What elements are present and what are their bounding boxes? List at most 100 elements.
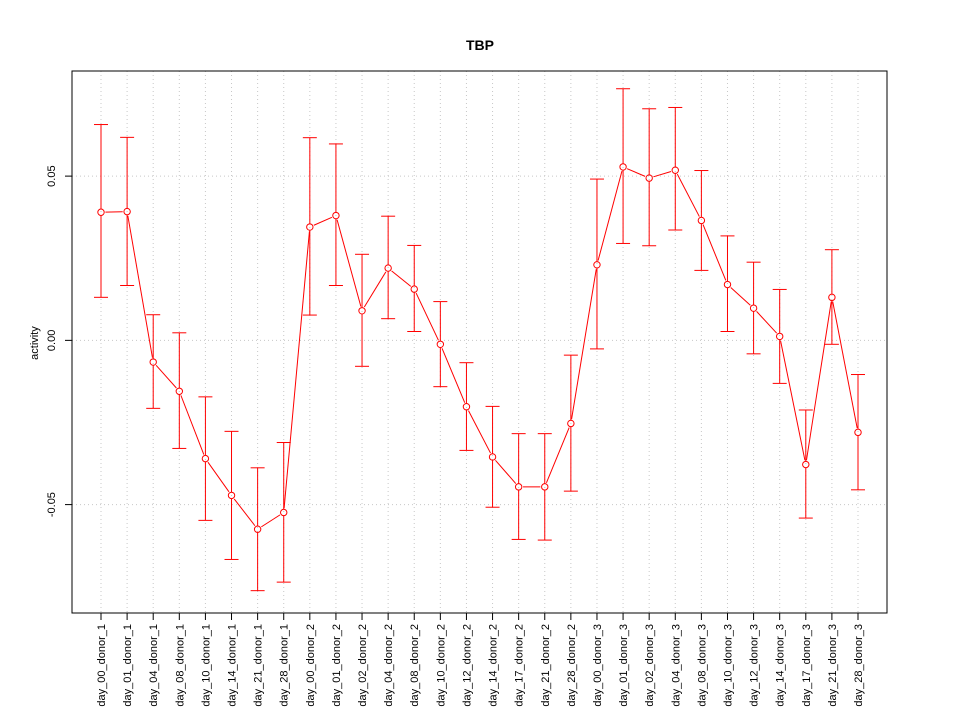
data-point xyxy=(227,491,236,500)
series-line-segment xyxy=(155,364,177,389)
x-tick-label: day_21_donor_3 xyxy=(827,624,839,707)
error-bar xyxy=(824,249,839,345)
series-line-segment xyxy=(676,173,700,217)
series-line-segment xyxy=(805,301,832,461)
data-point xyxy=(436,340,445,348)
error-bar xyxy=(459,362,474,451)
data-point xyxy=(697,216,706,225)
x-tick-label: day_00_donor_2 xyxy=(305,624,317,707)
error-bar xyxy=(407,244,422,332)
data-point xyxy=(854,428,862,437)
data-point xyxy=(541,483,549,491)
error-bar xyxy=(146,314,161,409)
error-bar xyxy=(94,124,108,298)
x-tick-label: day_04_donor_2 xyxy=(383,624,395,707)
error-bar xyxy=(250,467,265,592)
error-bar xyxy=(668,106,683,231)
data-point xyxy=(201,454,210,463)
x-tick-label: day_08_donor_2 xyxy=(409,624,421,707)
data-point xyxy=(514,483,523,491)
x-tick-label: day_08_donor_1 xyxy=(174,624,186,707)
error-bar xyxy=(746,261,761,355)
series-line-segment xyxy=(363,271,387,308)
x-tick-label: day_04_donor_3 xyxy=(670,624,682,707)
error-bar xyxy=(563,354,578,492)
error-bar xyxy=(642,108,657,247)
error-bar xyxy=(355,253,370,367)
error-bar xyxy=(381,215,396,320)
data-point xyxy=(723,280,732,289)
series-line-segment xyxy=(233,498,256,527)
error-bar xyxy=(720,235,735,332)
series-line-segment xyxy=(127,215,153,358)
series-line-segment xyxy=(653,170,672,178)
data-point xyxy=(306,223,314,231)
x-tick-label: day_04_donor_1 xyxy=(148,624,160,707)
x-tick-label: day_10_donor_1 xyxy=(200,624,212,707)
x-tick-label: day_01_donor_3 xyxy=(618,624,630,707)
series-line-segment xyxy=(313,216,333,226)
y-tick-label: 0.05 xyxy=(46,165,58,186)
error-bar xyxy=(798,409,813,519)
error-bar xyxy=(851,374,865,491)
x-tick-label: day_08_donor_3 xyxy=(696,624,708,707)
y-axis-label: activity xyxy=(29,326,41,360)
series-line-segment xyxy=(441,348,466,403)
data-point xyxy=(384,264,392,272)
x-tick-label: day_10_donor_2 xyxy=(435,624,447,707)
series-line-segment xyxy=(207,461,230,493)
x-tick-label: day_14_donor_2 xyxy=(488,624,500,707)
data-point xyxy=(802,460,810,469)
data-point xyxy=(149,358,157,366)
grid-lines xyxy=(72,71,887,613)
error-bar xyxy=(276,442,291,583)
y-tick-label: -0.05 xyxy=(46,492,58,517)
chart-title: TBP xyxy=(466,37,494,53)
error-bar xyxy=(302,137,317,316)
data-point xyxy=(645,174,653,182)
error-bar xyxy=(224,430,239,560)
data-point xyxy=(175,387,184,395)
error-bar xyxy=(589,178,604,350)
data-point xyxy=(253,525,262,533)
error-bar xyxy=(172,332,187,449)
series-line-segment xyxy=(756,311,778,334)
series-line-segment xyxy=(180,395,205,455)
data-point xyxy=(280,508,288,517)
series-line-segment xyxy=(336,219,362,307)
data-point xyxy=(488,453,497,461)
error-bar xyxy=(120,136,135,287)
series-line-segment xyxy=(468,410,491,454)
error-bar xyxy=(328,143,343,287)
x-tick-label: day_28_donor_2 xyxy=(566,624,578,707)
error-bar xyxy=(511,433,526,540)
x-tick-label: day_01_donor_2 xyxy=(331,624,343,707)
data-point xyxy=(593,261,601,269)
x-tick-label: day_21_donor_1 xyxy=(253,624,265,707)
data-point xyxy=(462,403,471,411)
y-tick-label: 0.00 xyxy=(46,330,58,351)
series-line-segment xyxy=(702,224,727,281)
error-bar xyxy=(616,88,631,244)
x-tick-label: day_28_donor_3 xyxy=(853,624,865,707)
series-line-segment xyxy=(391,270,412,287)
data-point xyxy=(97,208,105,216)
data-point xyxy=(619,163,627,171)
data-point xyxy=(358,307,366,315)
x-tick-label: day_10_donor_3 xyxy=(722,624,734,707)
error-bar xyxy=(772,288,787,384)
series-line-segment xyxy=(780,340,806,461)
error-bar xyxy=(537,433,552,541)
series-activity xyxy=(94,88,865,592)
x-tick-label: day_01_donor_1 xyxy=(122,624,134,707)
error-bar xyxy=(485,405,500,508)
x-tick-label: day_12_donor_2 xyxy=(461,624,473,707)
data-point xyxy=(828,293,836,302)
data-point xyxy=(749,304,758,312)
plot-border xyxy=(71,70,888,614)
x-tick-label: day_12_donor_3 xyxy=(749,624,761,707)
x-tick-label: day_17_donor_2 xyxy=(514,624,526,707)
error-bar xyxy=(433,301,448,388)
